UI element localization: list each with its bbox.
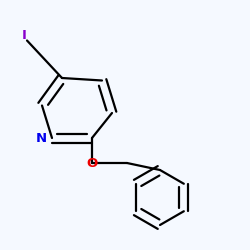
Text: N: N	[36, 132, 47, 144]
Text: I: I	[22, 29, 27, 42]
Text: O: O	[86, 157, 98, 170]
